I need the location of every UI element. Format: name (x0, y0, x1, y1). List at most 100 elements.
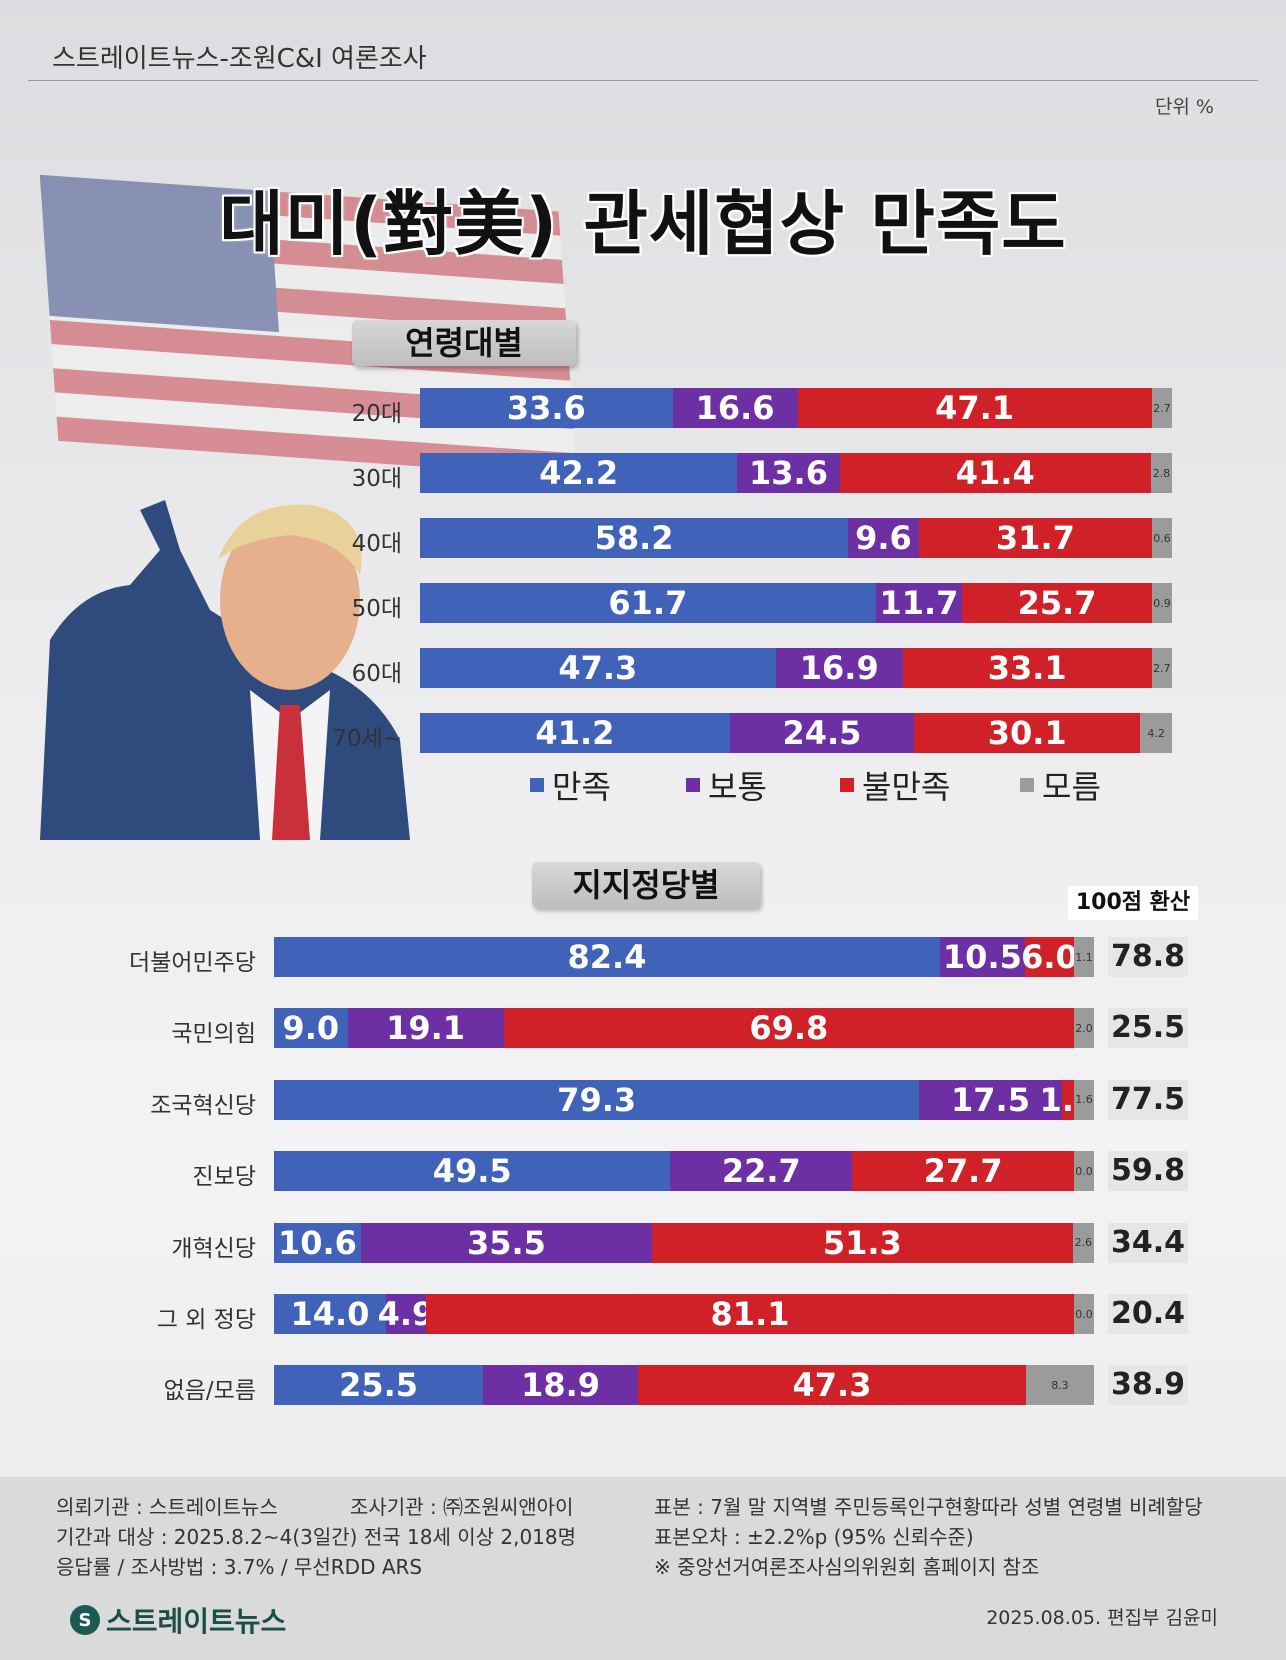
bar-segment-dissatisfied: 47.3 (638, 1365, 1026, 1406)
bar-row: 14.0 4.9 81.1 0.0 (274, 1294, 1094, 1334)
bar-segment-unknown: 2.6 (1072, 1222, 1094, 1263)
us-flag-image (39, 174, 577, 475)
bar-segment-unknown: 0.0 (1074, 1294, 1094, 1334)
bar-segment-satisfied: 14.0 (274, 1294, 386, 1334)
score-value: 20.4 (1108, 1294, 1188, 1334)
bar-row: 58.2 9.6 31.7 0.6 (420, 518, 1172, 558)
header: 스트레이트뉴스-조원C&I 여론조사 (0, 0, 1286, 81)
bar-segment-unknown: 4.2 (1140, 713, 1172, 753)
bar-segment-dissatisfied: 1.5 (1039, 1079, 1097, 1120)
bar-row: 9.0 19.1 69.8 2.0 (274, 1008, 1094, 1049)
logo-text: 스트레이트뉴스 (106, 1605, 287, 1638)
bar-segment-unknown: 1.1 (1074, 937, 1094, 977)
bar-segment-neutral: 17.5 (919, 1079, 1062, 1120)
credit: 2025.08.05. 편집부 김윤미 (986, 1607, 1218, 1629)
bar-row: 10.6 35.5 51.3 2.6 (274, 1222, 1094, 1263)
bar-row: 61.7 11.7 25.7 0.9 (420, 583, 1172, 623)
bar-segment-satisfied: 47.3 (420, 648, 776, 688)
source-title: 스트레이트뉴스-조원C&I 여론조사 (52, 44, 427, 74)
footer-note: ※ 중앙선거여론조사심의위원회 홈페이지 참조 (654, 1555, 1040, 1579)
bar-segment-unknown: 2.0 (1074, 1008, 1094, 1049)
party-section-label: 지지정당별 (532, 862, 760, 908)
legend-swatch (1020, 778, 1034, 792)
bar-segment-neutral: 22.7 (670, 1151, 853, 1192)
bar-segment-dissatisfied: 33.1 (902, 648, 1152, 688)
category-label: 국민의힘 (171, 1021, 256, 1048)
bar-segment-satisfied: 82.4 (274, 937, 940, 977)
bar-row: 33.6 16.6 47.1 2.7 (420, 388, 1172, 428)
unit-label: 단위 % (1154, 96, 1214, 118)
bar-segment-satisfied: 33.6 (420, 388, 673, 428)
person-photo (40, 500, 410, 840)
bar-segment-satisfied: 58.2 (420, 518, 849, 558)
bar-segment-dissatisfied: 47.1 (797, 388, 1152, 428)
logo: S 스트레이트뉴스 (70, 1600, 286, 1640)
bar-segment-dissatisfied: 69.8 (503, 1008, 1074, 1049)
bar-segment-dissatisfied: 81.1 (426, 1294, 1074, 1334)
category-label: 40대 (351, 531, 402, 557)
bar-segment-unknown: 0.6 (1152, 518, 1172, 558)
bar-segment-dissatisfied: 27.7 (852, 1151, 1075, 1192)
category-label: 그 외 정당 (156, 1307, 256, 1333)
bar-segment-dissatisfied: 31.7 (918, 518, 1152, 558)
score-value: 25.5 (1108, 1008, 1188, 1049)
bar-segment-satisfied: 25.5 (274, 1365, 484, 1406)
legend-label: 보통 (708, 768, 767, 806)
bar-row: 47.3 16.9 33.1 2.7 (420, 648, 1172, 688)
legend-label: 모름 (1042, 768, 1101, 806)
header-divider (28, 80, 1258, 81)
main-title: 대미(對美) 관세협상 만족도 (219, 183, 1067, 265)
bar-segment-neutral: 4.9 (377, 1294, 435, 1334)
bar-segment-neutral: 11.7 (875, 583, 963, 623)
bar-row: 42.2 13.6 41.4 2.8 (420, 453, 1172, 493)
category-label: 20대 (351, 401, 402, 427)
bar-segment-satisfied: 61.7 (420, 583, 876, 623)
bar-row: 82.4 10.5 6.0 1.1 (274, 937, 1094, 977)
logo-icon: S (70, 1605, 100, 1635)
bar-segment-dissatisfied: 41.4 (839, 453, 1151, 493)
bar-segment-satisfied: 42.2 (420, 453, 738, 493)
bar-segment-neutral: 16.9 (775, 648, 903, 688)
legend-swatch (840, 778, 854, 792)
bar-segment-neutral: 19.1 (347, 1008, 504, 1049)
bar-segment-satisfied: 79.3 (274, 1079, 920, 1120)
bar-segment-neutral: 18.9 (483, 1365, 639, 1406)
footer: 의뢰기관 : 스트레이트뉴스 조사기관 : ㈜조원씨앤아이 기간과 대상 : 2… (0, 1477, 1286, 1660)
bar-segment-satisfied: 10.6 (274, 1222, 361, 1263)
bar-segment-neutral: 13.6 (737, 453, 840, 493)
legend-swatch (686, 778, 700, 792)
bar-segment-unknown: 2.7 (1151, 648, 1172, 688)
legend-swatch (530, 778, 544, 792)
bar-segment-dissatisfied: 30.1 (914, 713, 1141, 753)
score-value: 77.5 (1108, 1079, 1188, 1120)
bar-row: 25.5 18.9 47.3 8.3 (274, 1365, 1094, 1406)
bar-row: 41.2 24.5 30.1 4.2 (420, 713, 1172, 753)
legend-label: 만족 (552, 768, 611, 806)
legend-label: 불만족 (862, 768, 951, 806)
legend-item: 불만족 (840, 762, 950, 808)
age-section-label: 연령대별 (352, 320, 576, 366)
bar-segment-satisfied: 49.5 (274, 1151, 671, 1192)
bar-segment-unknown: 0.0 (1074, 1151, 1095, 1192)
score-value: 34.4 (1108, 1222, 1188, 1263)
footer-agency: 조사기관 : ㈜조원씨앤아이 (350, 1495, 574, 1519)
bar-segment-unknown: 1.6 (1074, 1079, 1094, 1120)
category-label: 진보당 (192, 1164, 256, 1191)
bar-segment-unknown: 0.9 (1152, 583, 1172, 623)
legend: 만족 보통 불만족 모름 (530, 762, 1150, 806)
footer-sample: 표본 : 7월 말 지역별 주민등록인구현황따라 성별 연령별 비례할당 (654, 1495, 1203, 1519)
bar-segment-neutral: 9.6 (848, 518, 919, 558)
bar-segment-unknown: 2.8 (1150, 453, 1172, 493)
score-header: 100점 환산 (1068, 886, 1198, 920)
legend-item: 모름 (1020, 762, 1101, 808)
legend-item: 만족 (530, 762, 611, 808)
category-label: 없음/모름 (163, 1378, 256, 1405)
bar-segment-satisfied: 9.0 (274, 1008, 348, 1049)
footer-period: 기간과 대상 : 2025.8.2~4(3일간) 전국 18세 이상 2,018… (56, 1525, 577, 1549)
bar-segment-satisfied: 41.2 (420, 713, 730, 753)
category-label: 50대 (351, 596, 402, 622)
legend-item: 보통 (686, 762, 767, 808)
bar-segment-dissatisfied: 6.0 (1021, 937, 1078, 977)
category-label: 30대 (351, 466, 402, 492)
bar-segment-dissatisfied: 25.7 (962, 583, 1152, 623)
